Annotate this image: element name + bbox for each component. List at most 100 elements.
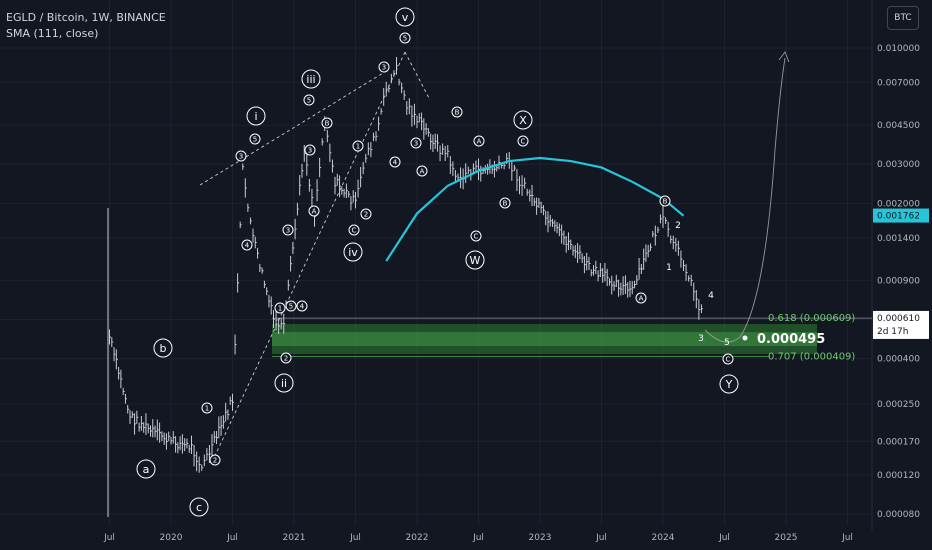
wave-label: iv: [348, 246, 358, 259]
x-tick-label: Jul: [349, 533, 361, 543]
projection-path: [704, 57, 786, 343]
wave-label: 1: [356, 143, 360, 151]
wave-label: c: [196, 501, 202, 514]
wave-label-circle: [451, 106, 463, 118]
symbol-title[interactable]: EGLD / Bitcoin, 1W, BINANCE: [6, 11, 166, 24]
fib-label: 0.707 (0.000409): [768, 352, 855, 363]
wave-label-circle: [303, 94, 315, 106]
x-tick-label: 2020: [160, 533, 183, 543]
wave-label-circle: [153, 338, 173, 358]
wave-label: C: [726, 356, 731, 364]
wave-label-circle: [246, 106, 266, 126]
wave-label: C: [352, 227, 357, 235]
wave-label-circle: [513, 110, 533, 130]
wave-label-circle: [378, 61, 390, 73]
wave-label-circle: [395, 7, 415, 27]
indicator-label[interactable]: SMA (111, close): [6, 27, 99, 40]
wave-label-circle: [719, 374, 739, 394]
wave-label-circle: [360, 208, 372, 220]
wave-label-circle: [209, 454, 221, 466]
wave-number: 4: [708, 291, 714, 301]
wave-label: 3: [286, 227, 290, 235]
wave-label-circle: [274, 302, 286, 314]
currency-button[interactable]: BTC: [887, 6, 919, 30]
chart-header: EGLD / Bitcoin, 1W, BINANCE SMA (111, cl…: [6, 10, 166, 42]
wave-label-circle: [285, 300, 297, 312]
wave-label: B: [503, 200, 508, 208]
wave-number: 3: [698, 334, 704, 344]
wave-label: W: [470, 254, 481, 267]
wave-label: 5: [253, 136, 257, 144]
wave-label: B: [663, 198, 668, 206]
wave-label-circle: [348, 224, 360, 236]
wave-label-circle: [201, 402, 213, 414]
trend-line: [211, 51, 406, 463]
y-tick-label: 0.000900: [877, 276, 920, 286]
wave-label: B: [325, 120, 330, 128]
y-tick-label: 0.000170: [877, 437, 920, 447]
y-tick-label: 0.001400: [877, 234, 920, 244]
y-tick-label: 0.000120: [877, 471, 920, 481]
wave-label-circle: [473, 135, 485, 147]
wave-label: 5: [307, 97, 311, 105]
wave-label: 3: [414, 140, 418, 148]
x-tick-label: Jul: [841, 533, 853, 543]
wave-label-circle: [517, 135, 529, 147]
countdown-text: 2d 17h: [877, 327, 908, 337]
y-tick-label: 0.004500: [877, 121, 920, 131]
last-price-tag-text: 0.000610: [877, 314, 920, 324]
sma-price-tag-text: 0.001762: [877, 212, 920, 222]
wave-label-circle: [249, 133, 261, 145]
wave-label: 4: [245, 242, 250, 250]
wave-number: 1: [666, 263, 672, 273]
wave-label-circle: [304, 144, 316, 156]
wave-label: iii: [306, 73, 315, 86]
x-tick-label: Jul: [103, 533, 115, 543]
wave-label-circle: [136, 459, 156, 479]
x-tick-label: 2022: [406, 533, 429, 543]
wave-label: 5: [403, 35, 407, 43]
y-tick-label: 0.007000: [877, 78, 920, 88]
x-tick-label: 2023: [529, 533, 552, 543]
wave-label: A: [312, 208, 317, 216]
wave-label-circle: [659, 195, 671, 207]
wave-label: 4: [393, 159, 398, 167]
target-price-label: 0.000495: [757, 332, 825, 347]
y-tick-label: 0.000250: [877, 400, 920, 410]
last-price-tag: [873, 310, 929, 339]
y-tick-label: 0.003000: [877, 160, 920, 170]
wave-label-circle: [301, 69, 321, 89]
wave-label-circle: [389, 156, 401, 168]
wave-label: X: [519, 114, 527, 127]
wave-label-circle: [343, 242, 363, 262]
sma-line: [385, 156, 685, 262]
sma-price-tag: [873, 208, 929, 223]
wave-label: ii: [281, 377, 287, 390]
x-tick-label: Jul: [472, 533, 484, 543]
wave-label: 4: [300, 303, 305, 311]
wave-label: 3: [239, 153, 243, 161]
wave-label: C: [474, 233, 479, 241]
y-tick-label: 0.000080: [877, 510, 920, 520]
wave-label: v: [402, 11, 409, 24]
y-tick-label: 0.000400: [877, 355, 920, 365]
fib-zone-core: [272, 332, 817, 347]
wave-label: B: [455, 109, 460, 117]
x-tick-label: Jul: [718, 533, 730, 543]
wave-label: 3: [308, 147, 312, 155]
wave-label-circle: [416, 165, 428, 177]
wave-label: 2: [284, 355, 288, 363]
wave-label-circle: [399, 32, 411, 44]
wave-label: i: [254, 110, 257, 123]
wave-label: 2: [213, 457, 217, 465]
wave-label: 1: [205, 405, 209, 413]
wave-label-circle: [722, 353, 734, 365]
wave-number: 5: [724, 338, 730, 348]
wave-label-circle: [308, 205, 320, 217]
x-tick-label: Jul: [226, 533, 238, 543]
y-tick-label: 0.002000: [877, 199, 920, 209]
y-tick-label: 0.010000: [877, 44, 920, 54]
wave-label-circle: [282, 224, 294, 236]
wave-label: 1: [278, 305, 282, 313]
